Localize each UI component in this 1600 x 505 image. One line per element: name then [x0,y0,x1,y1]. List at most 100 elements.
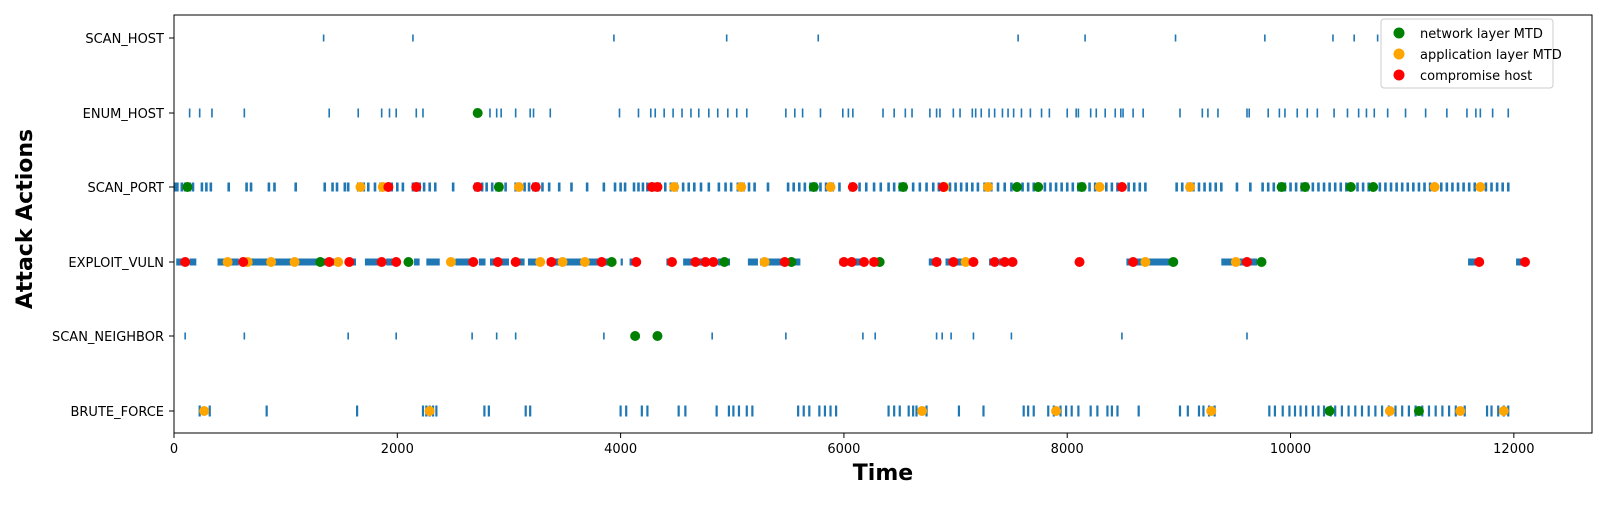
action-tick-scan-port [205,182,208,192]
action-tick-brute-force [1197,405,1201,417]
action-tick-scan-port [931,182,935,192]
action-tick-brute-force [727,405,731,417]
compromise-host-point [468,257,479,267]
action-tick-scan-neighbor [1121,332,1123,340]
action-tick-scan-port [1065,182,1069,192]
action-tick-scan-port [1060,182,1063,192]
action-tick-scan-port [1220,182,1223,192]
action-tick-scan-port [1049,182,1052,192]
action-tick-brute-force [435,405,438,417]
action-tick-brute-force [1334,405,1337,417]
action-tick-scan-port [976,182,980,192]
action-tick-scan-neighbor [347,332,349,340]
action-tick-brute-force [1407,405,1410,417]
action-tick-scan-host [1017,34,1019,42]
action-tick-scan-port [1272,182,1276,192]
action-tick-scan-port [585,182,589,192]
action-tick-brute-force [1427,405,1431,417]
action-tick-scan-port [819,182,822,192]
action-tick-brute-force [483,405,486,417]
action-tick-brute-force [907,405,910,417]
action-tick-brute-force [487,405,490,417]
action-tick-brute-force [1065,405,1068,417]
action-tick-enum-host [716,108,719,118]
action-tick-scan-port [693,182,696,192]
action-tick-enum-host [1284,108,1286,118]
action-tick-enum-host [1316,108,1319,118]
action-tick-scan-port [227,182,231,192]
action-tick-enum-host [1217,108,1219,118]
action-tick-enum-host [1122,108,1124,118]
action-tick-enum-host [971,108,974,118]
action-tick-scan-port [547,182,551,192]
compromise-host-point [869,257,880,267]
action-tick-brute-force [915,405,918,417]
application-layer-mtd-point [289,257,300,267]
application-layer-mtd-point [266,257,277,267]
application-layer-mtd-point [1185,182,1196,192]
network-layer-mtd-point [472,108,483,118]
action-tick-brute-force [1178,405,1182,417]
application-layer-mtd-point [514,182,525,192]
action-tick-scan-host [1264,34,1266,42]
action-tick-brute-force [1311,405,1314,417]
action-tick-brute-force [745,405,748,417]
action-tick-brute-force [1317,405,1320,417]
network-layer-mtd-point [652,331,663,341]
action-tick-scan-port [641,182,645,192]
application-layer-mtd-point [1140,257,1151,267]
network-layer-mtd-point [898,182,909,192]
action-tick-scan-port [176,182,179,192]
action-tick-brute-force [1202,405,1205,417]
x-tick-label: 2000 [381,442,414,457]
action-tick-enum-host [1040,108,1043,118]
action-tick-enum-host [935,108,938,118]
y-tick-label: BRUTE_FORCE [70,405,164,420]
action-tick-brute-force [818,405,821,417]
compromise-host-point [1241,257,1252,267]
action-tick-scan-port [911,182,915,192]
compromise-host-point [1128,257,1139,267]
action-tick-scan-port [613,182,617,192]
application-layer-mtd-point [557,257,568,267]
action-tick-enum-host [819,108,822,118]
action-tick-scan-host [1174,34,1177,42]
network-layer-mtd-point [1324,406,1335,416]
action-tick-scan-port [1322,182,1326,192]
action-tick-scan-neighbor [950,332,952,340]
compromise-host-point [968,257,979,267]
action-tick-scan-port [792,182,795,192]
action-tick-scan-port [294,182,298,192]
action-tick-brute-force [823,405,827,417]
action-tick-brute-force [1106,405,1109,417]
action-tick-enum-host [882,108,884,118]
action-tick-scan-port [766,182,770,192]
action-tick-scan-port [523,182,526,192]
y-axis-title: Attack Actions [13,129,38,309]
compromise-host-point [859,257,870,267]
action-tick-enum-host [198,108,201,118]
compromise-host-point [510,257,521,267]
action-tick-enum-host [654,108,657,118]
exploit-duration-bar [455,258,474,266]
action-tick-scan-neighbor [785,332,787,340]
action-tick-brute-force [797,405,800,417]
compromise-host-point [376,257,387,267]
action-tick-brute-force [1281,405,1284,417]
action-tick-scan-neighbor [1246,332,1248,340]
axes-layer: 0 2000 4000 6000 8000 10000 12000 SCAN_HOST ENUM… [52,14,1593,457]
action-tick-brute-force [1434,405,1437,417]
application-layer-mtd-point [579,257,590,267]
action-tick-brute-force [625,405,628,417]
network-layer-mtd-point [719,257,730,267]
action-tick-scan-port [451,182,455,192]
action-tick-brute-force [1441,405,1444,417]
action-tick-brute-force [1186,405,1189,417]
action-tick-scan-port [1208,182,1212,192]
action-tick-enum-host [852,108,854,118]
action-tick-scan-port [346,182,350,192]
action-tick-scan-host [412,34,414,42]
action-tick-enum-host [1357,108,1360,118]
action-tick-brute-force [1096,405,1099,417]
action-tick-scan-port [1261,182,1264,192]
